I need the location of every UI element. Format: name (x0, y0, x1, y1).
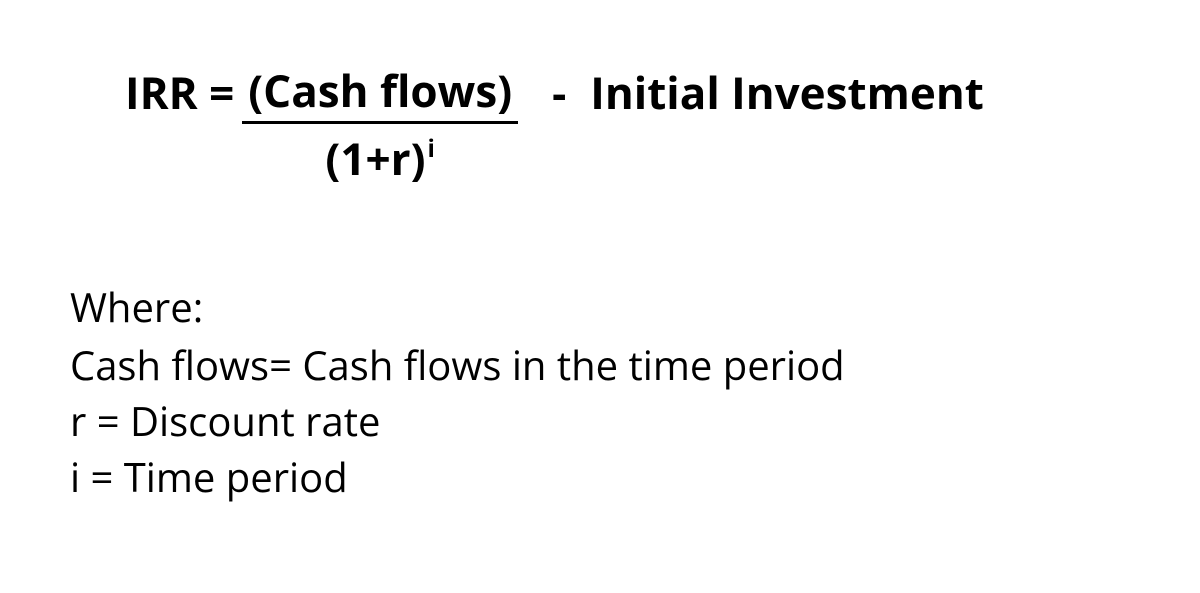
legend-i: i = Time period (70, 450, 1130, 504)
denominator-base: (1+r) (325, 128, 425, 188)
formula-rhs: Initial Investment (590, 60, 984, 119)
formula-fraction: (Cash flows) (1+r)i (242, 60, 518, 185)
denominator-exponent: i (428, 132, 435, 165)
formula-denominator: (1+r)i (325, 124, 435, 185)
formula-numerator: (Cash flows) (242, 60, 518, 124)
formula-card: IRR = (Cash flows) (1+r)i - Initial Inve… (0, 0, 1200, 593)
legend-r: r = Discount rate (70, 394, 1130, 448)
formula-lhs: IRR = (125, 60, 234, 119)
legend: Where: Cash flows= Cash flows in the tim… (70, 280, 1130, 504)
formula-minus: - (552, 60, 566, 119)
legend-heading: Where: (70, 280, 1130, 334)
legend-cashflows: Cash flows= Cash flows in the time perio… (70, 338, 1130, 392)
irr-formula: IRR = (Cash flows) (1+r)i - Initial Inve… (125, 60, 1130, 185)
